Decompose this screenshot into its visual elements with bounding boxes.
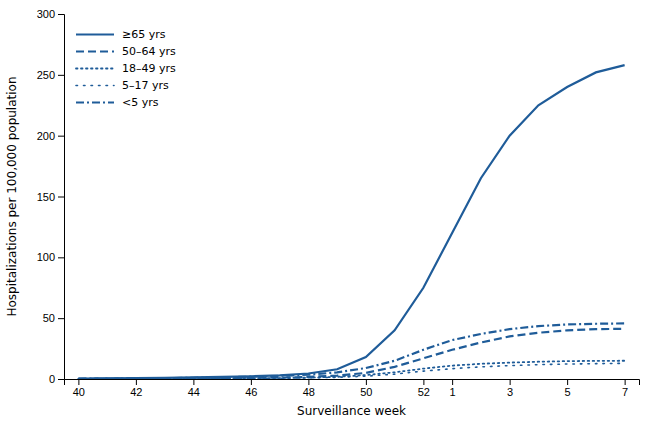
lines <box>78 65 624 379</box>
x-tick-mark <box>308 379 309 385</box>
legend-swatch <box>76 33 114 35</box>
y-tick-label: 0 <box>49 373 55 385</box>
x-tick-mark <box>78 379 79 385</box>
legend-item: ≥65 yrs <box>76 28 166 41</box>
x-tick: 7 <box>622 379 628 398</box>
x-tick-label: 50 <box>360 386 372 398</box>
x-tick: 40 <box>73 379 85 398</box>
y-tick-label: 100 <box>37 251 55 263</box>
legend-swatch <box>76 101 114 103</box>
x-tick-mark <box>567 379 568 385</box>
legend-label: 5–17 yrs <box>122 79 169 92</box>
x-tick: 52 <box>418 379 430 398</box>
y-tick-label: 50 <box>43 312 55 324</box>
y-tick-mark <box>58 197 64 198</box>
x-tick-label: 40 <box>73 386 85 398</box>
legend-label: 18–49 yrs <box>122 62 176 75</box>
y-tick: 100 <box>37 251 64 263</box>
y-tick-mark <box>58 257 64 258</box>
x-tick-label: 48 <box>303 386 315 398</box>
x-tick-mark <box>625 379 626 385</box>
y-tick-label: 150 <box>37 191 55 203</box>
x-tick-label: 7 <box>622 386 628 398</box>
x-tick-label: 46 <box>245 386 257 398</box>
y-tick-label: 300 <box>37 8 55 20</box>
x-tick: 48 <box>303 379 315 398</box>
legend-item: 50–64 yrs <box>76 45 176 58</box>
chart: 40 42 44 46 48 50 52 1 3 5 7 0 50 100 150 200 250 300 Surv… <box>0 0 659 425</box>
legend-label: ≥65 yrs <box>122 28 166 41</box>
legend-item: 18–49 yrs <box>76 62 176 75</box>
x-tick-mark <box>193 379 194 385</box>
x-tick: 3 <box>507 379 513 398</box>
x-tick: 1 <box>450 379 456 398</box>
y-tick-mark <box>58 75 64 76</box>
y-tick: 0 <box>49 373 64 385</box>
legend-item: 5–17 yrs <box>76 79 169 92</box>
y-tick-label: 250 <box>37 69 55 81</box>
y-tick-label: 200 <box>37 130 55 142</box>
x-tick-mark <box>452 379 453 385</box>
legend-swatch <box>76 85 114 87</box>
y-axis-title: Hospitalizations per 100,000 population <box>5 76 19 316</box>
series-line <box>78 323 624 378</box>
legend-swatch <box>76 68 114 70</box>
y-axis: 0 50 100 150 200 250 300 <box>37 8 65 385</box>
x-tick: 5 <box>565 379 571 398</box>
x-tick-label: 5 <box>565 386 571 398</box>
x-axis-title: Surveillance week <box>297 404 406 418</box>
x-tick-mark <box>136 379 137 385</box>
x-tick-mark <box>366 379 367 385</box>
x-tick: 44 <box>188 379 200 398</box>
y-tick-mark <box>58 379 64 380</box>
y-axis-line <box>58 15 65 380</box>
legend-label: <5 yrs <box>122 96 159 109</box>
legend-swatch <box>76 50 114 52</box>
x-tick-mark <box>423 379 424 385</box>
legend-label: 50–64 yrs <box>122 45 176 58</box>
x-tick-label: 44 <box>188 386 200 398</box>
x-tick-mark <box>510 379 511 385</box>
x-tick-label: 3 <box>507 386 513 398</box>
x-tick: 42 <box>130 379 142 398</box>
y-tick-mark <box>58 318 64 319</box>
y-tick: 50 <box>43 312 64 324</box>
x-tick: 50 <box>360 379 372 398</box>
x-tick: 46 <box>245 379 257 398</box>
legend-item: <5 yrs <box>76 96 159 109</box>
y-tick: 250 <box>37 69 64 81</box>
y-tick: 300 <box>37 8 64 20</box>
y-tick: 200 <box>37 130 64 142</box>
x-tick-label: 52 <box>418 386 430 398</box>
legend: ≥65 yrs 50–64 yrs 18–49 yrs 5–17 yrs <5 yrs <box>76 28 176 109</box>
x-tick-label: 42 <box>130 386 142 398</box>
y-tick-mark <box>58 14 64 15</box>
x-tick-mark <box>251 379 252 385</box>
y-tick-mark <box>58 136 64 137</box>
x-axis: 40 42 44 46 48 50 52 1 3 5 7 <box>65 379 640 398</box>
y-tick: 150 <box>37 191 64 203</box>
series-line <box>78 65 624 378</box>
x-tick-label: 1 <box>450 386 456 398</box>
x-axis-line <box>65 380 640 386</box>
